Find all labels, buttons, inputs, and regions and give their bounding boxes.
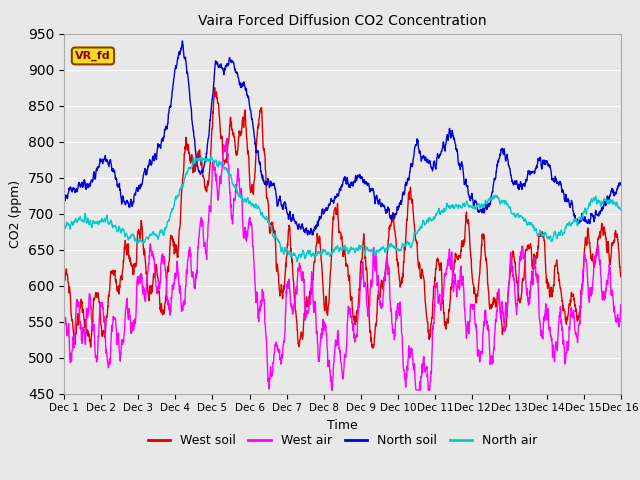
Line: West soil: West soil: [64, 88, 621, 348]
Line: North air: North air: [64, 156, 621, 262]
North soil: [317, 216, 324, 222]
North soil: [617, 180, 625, 186]
North soil: [602, 199, 609, 204]
X-axis label: Time: Time: [327, 419, 358, 432]
North soil: [179, 38, 186, 44]
North soil: [88, 179, 96, 184]
West air: [223, 135, 231, 141]
West air: [316, 339, 324, 345]
West air: [60, 317, 68, 323]
Y-axis label: CO2 (ppm): CO2 (ppm): [10, 180, 22, 248]
Title: Vaira Forced Diffusion CO2 Concentration: Vaira Forced Diffusion CO2 Concentration: [198, 14, 486, 28]
North air: [60, 222, 68, 228]
Line: West air: West air: [64, 138, 621, 390]
North air: [601, 197, 609, 203]
West air: [499, 309, 507, 314]
West soil: [331, 206, 339, 212]
North soil: [60, 193, 68, 199]
Line: North soil: North soil: [64, 41, 621, 235]
West air: [602, 292, 609, 298]
Text: VR_fd: VR_fd: [75, 51, 111, 61]
West air: [601, 296, 609, 301]
West air: [328, 387, 335, 393]
Legend: West soil, West air, North soil, North air: West soil, West air, North soil, North a…: [143, 429, 542, 452]
North air: [293, 259, 301, 264]
North air: [617, 207, 625, 213]
North soil: [499, 150, 507, 156]
West soil: [602, 230, 609, 236]
North air: [602, 197, 609, 203]
North soil: [601, 197, 609, 203]
North air: [332, 245, 339, 251]
North soil: [308, 232, 316, 238]
West soil: [617, 274, 625, 280]
West soil: [601, 230, 609, 236]
North air: [499, 199, 507, 204]
West air: [617, 301, 625, 307]
West soil: [211, 85, 218, 91]
North air: [207, 153, 215, 158]
West soil: [88, 316, 96, 322]
West soil: [369, 345, 377, 351]
North air: [88, 221, 96, 227]
West soil: [499, 327, 507, 333]
West soil: [316, 244, 324, 250]
North soil: [332, 194, 339, 200]
West air: [88, 324, 96, 330]
West soil: [60, 280, 68, 286]
West air: [332, 342, 339, 348]
North air: [317, 249, 324, 255]
